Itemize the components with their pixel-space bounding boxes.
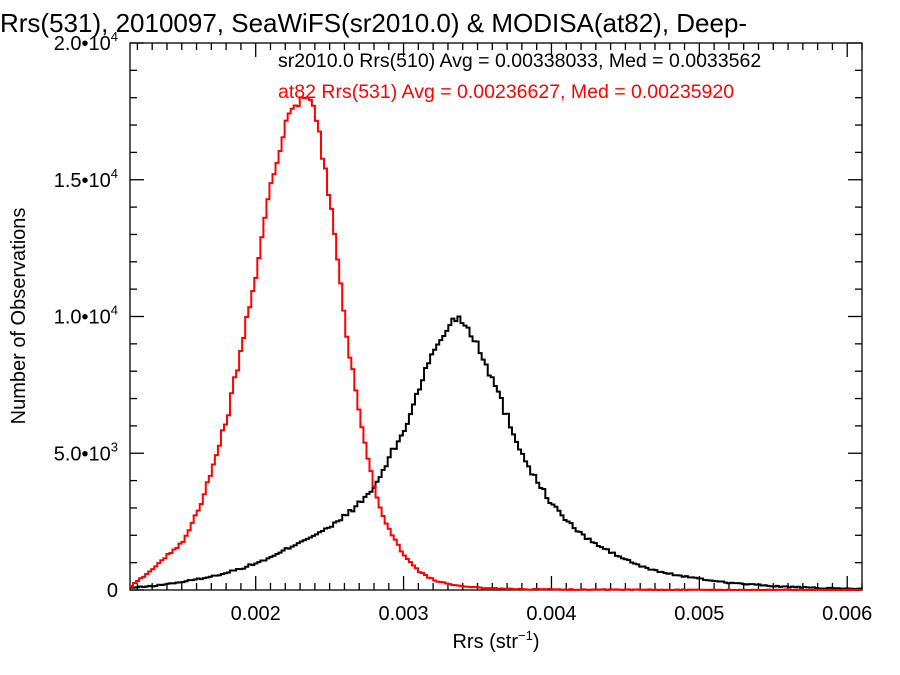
series-line-sr2010 xyxy=(130,315,862,591)
y-tick-label-base-4: 2.0•10 xyxy=(54,33,111,55)
y-tick-label-0: 0 xyxy=(107,580,118,602)
y-tick-label-4: 2.0•104 xyxy=(54,29,118,55)
y-tick-label-exponent-3: 4 xyxy=(111,166,118,181)
y-tick-label-1: 5.0•103 xyxy=(54,439,118,465)
y-tick-label-3: 1.5•104 xyxy=(54,166,118,192)
y-tick-label-base-0: 0 xyxy=(107,580,118,602)
x-axis-label-main: Rrs (str xyxy=(452,631,518,653)
plot-frame xyxy=(129,42,863,591)
x-axis-label-sup: −1 xyxy=(518,628,533,643)
axis-tick-labels: 0.002 0.003 0.004 0.005 0.00605.0•1031.0•104… xyxy=(54,29,873,625)
x-tick-label-1: 0.003 xyxy=(379,603,429,625)
x-tick-label-3: 0.005 xyxy=(674,603,724,625)
y-tick-label-base-1: 5.0•10 xyxy=(54,443,111,465)
legend-entry-sr2010: sr2010.0 Rrs(510) Avg = 0.00338033, Med … xyxy=(278,50,761,72)
x-axis-label: Rrs (str−1) xyxy=(452,628,539,653)
chart-title: Rrs(531), 2010097, SeaWiFS(sr2010.0) & M… xyxy=(0,8,747,38)
y-tick-label-exponent-1: 3 xyxy=(111,439,118,454)
series-line-at82 xyxy=(130,96,862,591)
y-tick-label-exponent-4: 4 xyxy=(111,29,118,44)
y-tick-label-base-2: 1.0•10 xyxy=(54,307,111,329)
legend-entry-at82: at82 Rrs(531) Avg = 0.00236627, Med = 0.… xyxy=(278,81,734,103)
y-tick-label-exponent-2: 4 xyxy=(111,303,118,318)
y-tick-label-base-3: 1.5•10 xyxy=(54,170,111,192)
series-layer xyxy=(130,96,862,591)
x-axis-label-end: ) xyxy=(533,631,540,653)
axis-ticks xyxy=(130,42,863,591)
y-tick-label-2: 1.0•104 xyxy=(54,303,118,329)
x-tick-label-4: 0.006 xyxy=(822,603,872,625)
x-tick-label-2: 0.004 xyxy=(526,603,576,625)
y-axis-label: Number of Observations xyxy=(8,208,30,425)
x-tick-label-0: 0.002 xyxy=(231,603,281,625)
